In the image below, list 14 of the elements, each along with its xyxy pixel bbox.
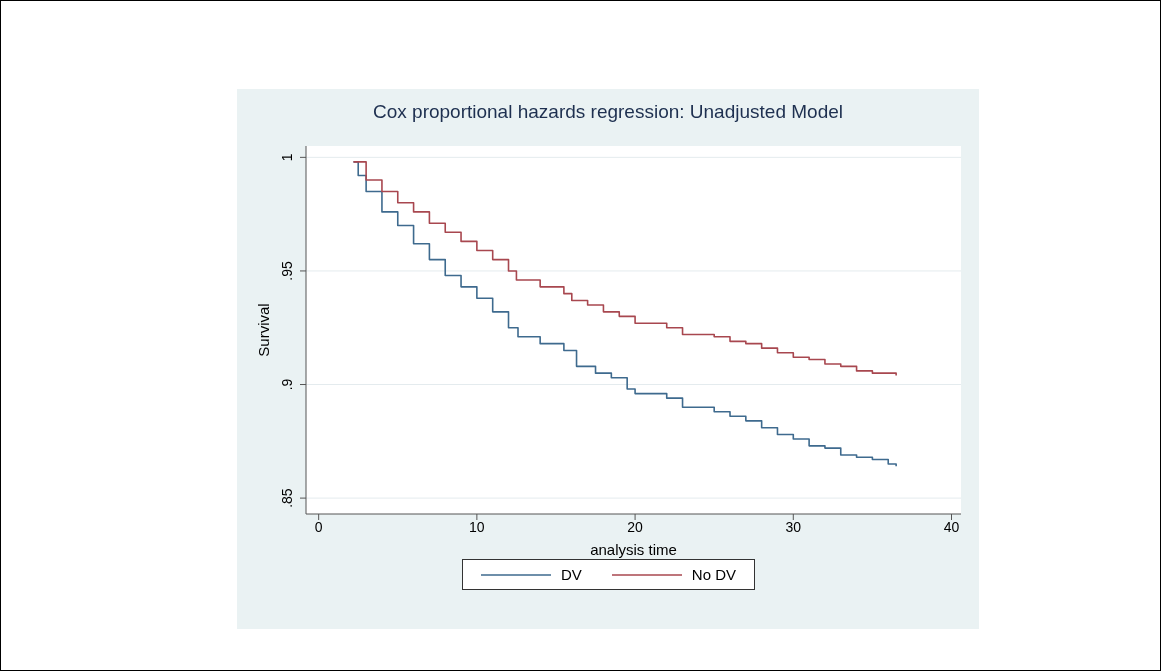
y-axis-title: Survival (255, 303, 273, 357)
chart-title: Cox proportional hazards regression: Unadjusted Model (372, 101, 844, 123)
y-tick-label: 1 (279, 153, 295, 162)
x-tick-label: 20 (627, 518, 644, 535)
x-tick-label: 0 (314, 518, 323, 535)
x-tick-label: 30 (785, 518, 802, 535)
y-tick-label: .85 (279, 488, 295, 508)
x-tick-label: 10 (469, 518, 485, 535)
x-axis-title: analysis time (590, 541, 677, 558)
y-tick-label: .9 (279, 378, 295, 391)
legend-label: DV (560, 566, 582, 583)
legend-label: No DV (691, 566, 737, 583)
y-tick-label: .95 (279, 261, 295, 281)
x-tick-label: 40 (943, 518, 960, 535)
